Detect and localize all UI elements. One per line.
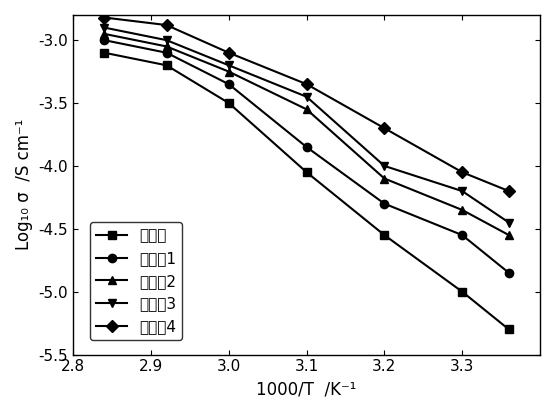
实施例4 [225,50,232,55]
实施例3 [303,94,310,99]
实施例1 [459,233,466,237]
实施例1 [225,82,232,87]
对比例 [303,170,310,175]
对比例 [506,327,512,332]
实施例4 [506,189,512,194]
实施例1 [506,271,512,275]
实施例3 [459,189,466,194]
Line: 对比例: 对比例 [100,49,513,334]
实施例4 [459,170,466,175]
Line: 实施例2: 实施例2 [100,30,513,239]
实施例3 [101,25,108,30]
实施例3 [506,220,512,225]
实施例2 [163,44,170,49]
对比例 [459,289,466,294]
实施例3 [225,63,232,68]
实施例2 [459,207,466,212]
实施例2 [225,69,232,74]
Line: 实施例3: 实施例3 [100,24,513,227]
实施例1 [303,145,310,150]
实施例4 [303,82,310,87]
Legend: 对比例, 实施例1, 实施例2, 实施例3, 实施例4: 对比例, 实施例1, 实施例2, 实施例3, 实施例4 [90,222,182,340]
实施例1 [101,38,108,43]
对比例 [163,63,170,68]
对比例 [381,233,388,237]
实施例3 [163,38,170,43]
实施例2 [303,107,310,112]
对比例 [101,50,108,55]
对比例 [225,100,232,105]
实施例4 [163,23,170,28]
实施例1 [163,50,170,55]
Line: 实施例1: 实施例1 [100,36,513,277]
实施例4 [101,15,108,20]
实施例2 [101,31,108,36]
Line: 实施例4: 实施例4 [100,13,513,195]
实施例2 [506,233,512,237]
实施例2 [381,176,388,181]
X-axis label: 1000/T  /K⁻¹: 1000/T /K⁻¹ [256,380,357,398]
实施例4 [381,126,388,131]
实施例3 [381,164,388,169]
实施例1 [381,201,388,206]
Y-axis label: Log₁₀ σ  /S cm⁻¹: Log₁₀ σ /S cm⁻¹ [15,119,33,250]
